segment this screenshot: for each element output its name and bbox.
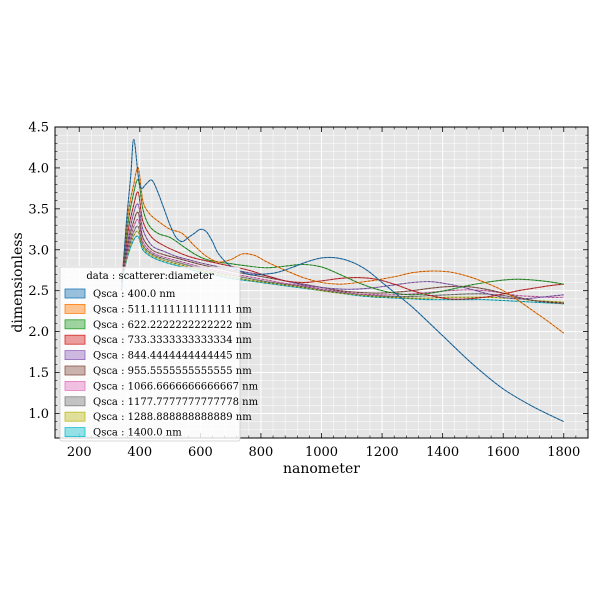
legend-entry-label: Qsca : 400.0 nm <box>93 289 176 300</box>
legend-swatch <box>64 380 86 391</box>
series-line-dash-6 <box>121 211 564 304</box>
series-line-dash-7 <box>121 219 564 298</box>
y-tick-label: 2.0 <box>28 325 49 340</box>
y-tick-label: 1.5 <box>28 366 49 381</box>
x-tick-label: 800 <box>249 445 274 460</box>
y-tick-label: 1.0 <box>28 407 49 422</box>
legend-swatch <box>64 427 86 438</box>
legend-entry-label: Qsca : 1288.888888888889 nm <box>93 412 252 423</box>
legend-entry-label: Qsca : 1177.7777777777778 nm <box>93 397 259 408</box>
legend-entry-label: Qsca : 511.1111111111111 nm <box>93 304 252 315</box>
x-tick-label: 1600 <box>487 445 520 460</box>
series-line-dash-1 <box>121 138 564 422</box>
legend-swatch <box>64 365 86 376</box>
legend-entry-label: Qsca : 955.5555555555555 nm <box>93 366 252 377</box>
x-tick-label: 200 <box>67 445 92 460</box>
legend-entry-label: Qsca : 1066.6666666666667 nm <box>93 381 259 392</box>
legend-title: data : scatterer:diameter <box>86 271 213 282</box>
y-tick-label: 3.0 <box>28 243 49 258</box>
y-tick-label: 3.5 <box>28 202 49 217</box>
legend-entry-label: Qsca : 733.3333333333334 nm <box>93 335 252 346</box>
x-tick-label: 1800 <box>547 445 580 460</box>
legend-swatch <box>64 303 86 314</box>
legend-entry-label: Qsca : 622.2222222222222 nm <box>93 320 252 331</box>
x-axis-label: nanometer <box>283 461 360 477</box>
legend-swatch <box>64 334 86 345</box>
series-line-dash-10 <box>121 235 564 305</box>
legend-swatch <box>64 396 86 407</box>
legend: data : scatterer:diameter Qsca : 400.0 nm… <box>59 266 259 442</box>
legend-swatch <box>64 350 86 361</box>
legend-swatch <box>64 411 86 422</box>
series-line-dash-5 <box>121 203 564 300</box>
series-line-dash-3 <box>121 179 564 296</box>
series-line-dash-8 <box>121 225 564 305</box>
x-tick-label: 1000 <box>305 445 338 460</box>
legend-entry-label: Qsca : 844.4444444444445 nm <box>93 351 252 362</box>
y-tick-label: 4.5 <box>28 121 49 136</box>
series-line-dash-4 <box>121 191 564 300</box>
y-tick-label: 2.5 <box>28 284 49 299</box>
x-tick-label: 1200 <box>366 445 399 460</box>
legend-box <box>59 266 241 442</box>
legend-entry-label: Qsca : 1400.0 nm <box>93 428 182 439</box>
y-axis-label: dimensionless <box>10 232 26 332</box>
series-line-dash-2 <box>121 167 564 334</box>
x-tick-label: 400 <box>127 445 152 460</box>
x-tick-label: 1400 <box>426 445 459 460</box>
x-tick-label: 600 <box>188 445 213 460</box>
legend-swatch <box>64 319 86 330</box>
y-tick-label: 4.0 <box>28 161 49 176</box>
legend-swatch <box>64 288 86 299</box>
